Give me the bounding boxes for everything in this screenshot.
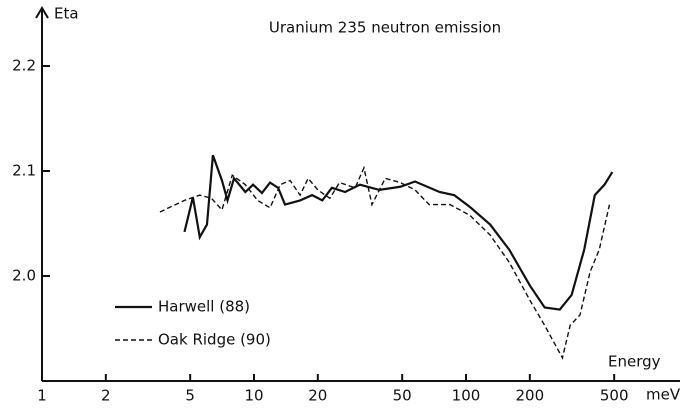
chart-title: Uranium 235 neutron emission	[269, 19, 501, 37]
x-tick-label: 100	[452, 387, 481, 405]
series-line	[183, 154, 614, 311]
y-axis-arrow	[35, 6, 49, 19]
y-tick-label: 2.0	[12, 267, 36, 285]
series-line	[159, 165, 611, 360]
y-tick-label: 2.1	[12, 162, 36, 180]
x-tick-label: 20	[308, 387, 327, 405]
x-tick-label: 200	[515, 387, 544, 405]
legend-label: Harwell (88)	[158, 298, 250, 316]
y-tick-label: 2.2	[12, 57, 36, 75]
x-tick-label: 1	[37, 387, 47, 405]
x-tick-label: 5	[185, 387, 195, 405]
x-tick-label: 500	[600, 387, 629, 405]
x-tick-label: 10	[244, 387, 263, 405]
x-tick-label: 2	[101, 387, 111, 405]
x-axis-label: Energy	[608, 353, 661, 371]
x-tick-label: 50	[393, 387, 412, 405]
legend-label: Oak Ridge (90)	[158, 331, 271, 349]
y-axis-label: Eta	[54, 5, 79, 23]
x-axis-unit: meV	[646, 386, 681, 404]
